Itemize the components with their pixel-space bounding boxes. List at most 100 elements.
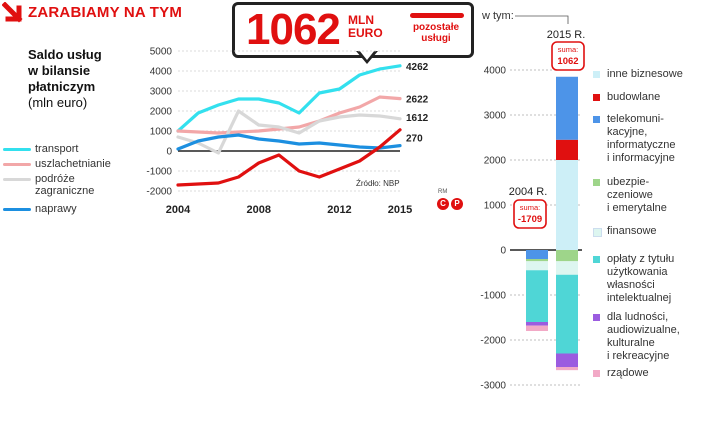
bar-segment xyxy=(526,259,548,262)
chart-title-line: Saldo usług xyxy=(28,47,102,62)
bar-segment xyxy=(526,322,548,326)
breakdown-label-line: kulturalne xyxy=(607,337,655,349)
arrow-down-right-icon xyxy=(2,2,23,23)
legend-swatch xyxy=(593,71,600,78)
breakdown-label-line: użytkowania xyxy=(607,266,668,278)
breakdown-label-inne: inne biznesowe xyxy=(593,68,683,81)
bar-chart: 4000 3000 2000 1000 0 -1000 -2000 -3000 2004 R. 2… xyxy=(480,15,586,392)
legend-label: transport xyxy=(35,143,79,155)
series-end-label: 270 xyxy=(406,134,423,145)
bar-segment xyxy=(526,325,548,331)
page-title: ZARABIAMY NA TYM xyxy=(28,4,183,21)
sum-value: -1709 xyxy=(518,214,542,225)
callout-pointer-inner xyxy=(359,50,375,60)
bar-segment xyxy=(526,270,548,322)
breakdown-label-line: i rekreacyjne xyxy=(607,350,670,362)
legend-swatch xyxy=(593,179,600,186)
line-chart: 5000 4000 3000 2000 1000 0 -1000 -2000 2004 2008 2… xyxy=(146,47,429,217)
bar-segment xyxy=(556,139,578,160)
bar-segment xyxy=(526,261,548,271)
breakdown-label-line: telekomuni- xyxy=(607,113,664,125)
legend-swatch xyxy=(593,370,600,377)
legend-label: podróże zagraniczne xyxy=(35,173,95,197)
callout-series-label: pozostałe usługi xyxy=(406,22,466,44)
category-label: 2015 R. xyxy=(547,29,586,41)
legend-swatch xyxy=(3,163,31,166)
breakdown-label-line: czeniowe xyxy=(607,189,653,201)
chart-subtitle: (mln euro) xyxy=(28,95,88,110)
breakdown-label-finansowe: finansowe xyxy=(593,225,657,238)
x-tick-label: 2012 xyxy=(327,204,351,216)
y-tick-label: 3000 xyxy=(150,87,173,98)
breakdown-label-line: budowlane xyxy=(607,91,661,103)
callout-unit-line: EURO xyxy=(348,26,383,40)
breakdown-label-line: własności xyxy=(607,279,655,291)
breakdown-label-line: dla ludności, xyxy=(607,311,669,323)
callout-box xyxy=(232,2,474,58)
chart-title: Saldo usług w bilansie płatniczym xyxy=(28,47,102,95)
series-line xyxy=(176,128,402,187)
chart-title-line: w bilansie xyxy=(28,63,91,78)
chart-title-line: płatniczym xyxy=(28,79,96,94)
bar-segment xyxy=(556,250,578,262)
y-tick-label: 4000 xyxy=(150,67,173,78)
callout-unit: MLN EURO xyxy=(348,14,383,40)
x-tick-label: 2004 xyxy=(166,204,191,216)
breakdown-label-line: i emerytalne xyxy=(607,202,667,214)
breakdown-label-oplaty: opłaty z tytułu użytkowania własności in… xyxy=(593,253,675,305)
callout-unit-line: MLN xyxy=(348,13,374,27)
legend-label: uszlachetnianie xyxy=(35,158,111,170)
source-note: Źródło: NBP xyxy=(356,179,400,188)
legend-swatch xyxy=(3,178,31,181)
y-tick-label: 0 xyxy=(500,246,506,257)
breakdown-label-line: audiowizualne, xyxy=(607,324,680,336)
connector-line xyxy=(515,15,569,24)
breakdown-label-ubezp: ubezpie- czeniowe i emerytalne xyxy=(593,176,667,215)
y-tick-label: -3000 xyxy=(480,381,506,392)
x-tick-label: 2008 xyxy=(246,204,270,216)
sum-label: suma: xyxy=(558,45,578,54)
sum-value: 1062 xyxy=(557,56,578,67)
logo-c-icon: C xyxy=(437,198,449,210)
logo-p-icon: P xyxy=(451,198,463,210)
bar-segment xyxy=(556,367,578,371)
bar-segment xyxy=(556,353,578,367)
category-label: 2004 R. xyxy=(509,186,548,198)
series-line xyxy=(176,95,402,135)
y-tick-label: 2000 xyxy=(150,107,173,118)
breakdown-label-line: rządowe xyxy=(607,367,649,379)
series-end-label: 4262 xyxy=(406,62,429,73)
y-tick-label: 3000 xyxy=(484,111,507,122)
sum-box xyxy=(551,41,585,71)
y-tick-label: 1000 xyxy=(150,127,173,138)
sum-label: suma: xyxy=(520,203,540,212)
breakdown-label-telekom: telekomuni- kacyjne, informatyczne i inf… xyxy=(593,113,675,165)
y-tick-label: 0 xyxy=(166,147,172,158)
series-line xyxy=(176,64,402,133)
breakdown-label-line: opłaty z tytułu xyxy=(607,253,675,265)
legend-label: naprawy xyxy=(35,203,77,215)
breakdown-label-line: i informacyjne xyxy=(607,152,675,164)
y-tick-label: 4000 xyxy=(484,66,507,77)
legend-swatch xyxy=(593,94,600,101)
breakdown-label-line: kacyjne, xyxy=(607,126,648,138)
bar-segment xyxy=(556,160,578,250)
y-tick-label: 1000 xyxy=(484,201,507,212)
callout-series-label-line: usługi xyxy=(421,33,451,44)
series-end-label: 1612 xyxy=(406,113,429,124)
y-tick-label: -2000 xyxy=(480,336,506,347)
callout-value: 1062 xyxy=(246,5,341,54)
series-line xyxy=(176,109,402,155)
callout-series-swatch xyxy=(410,13,464,18)
bar-segment xyxy=(556,274,578,354)
y-tick-label: 5000 xyxy=(150,47,173,58)
callout-series-label-line: pozostałe xyxy=(412,22,460,33)
bar-segment xyxy=(556,261,578,275)
y-tick-label: 2000 xyxy=(484,156,507,167)
breakdown-label-budowlane: budowlane xyxy=(593,91,661,104)
breakdown-label-line: finansowe xyxy=(607,225,657,237)
legend-swatch xyxy=(3,208,31,211)
breakdown-label-line: ubezpie- xyxy=(607,176,650,188)
series-end-label: 2622 xyxy=(406,95,429,106)
breakdown-title: w tym: xyxy=(482,10,514,22)
